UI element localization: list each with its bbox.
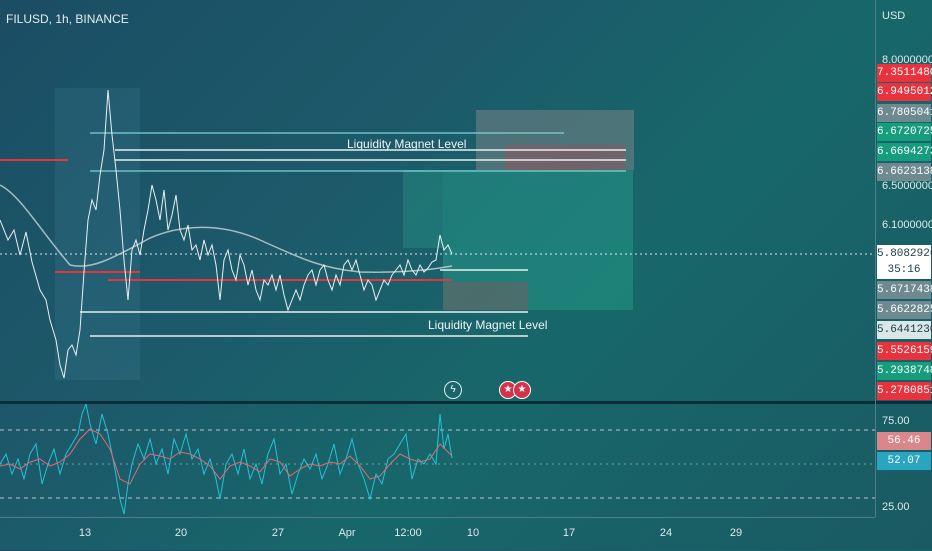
symbol-title[interactable]: FILUSD, 1h, BINANCE xyxy=(6,12,129,26)
price-tag: 6.6720725 xyxy=(877,123,932,141)
time-label: 27 xyxy=(271,527,285,539)
us-flag-icon[interactable]: ★ xyxy=(513,381,531,399)
price-tag: 5.5526159 xyxy=(877,342,932,360)
price-tag: 5.2780851 xyxy=(877,382,932,400)
moving-average-line xyxy=(0,184,453,273)
current-price-tag: 5.8082926 xyxy=(877,245,932,263)
price-tick: 6.5000000 xyxy=(882,180,932,192)
price-tag: 6.6694273 xyxy=(877,143,932,161)
lightning-icon[interactable]: ϟ xyxy=(444,381,462,399)
rsi-pane[interactable] xyxy=(0,404,875,517)
rsi-tag: 52.07 xyxy=(877,452,931,470)
price-tick: 8.0000000 xyxy=(882,54,932,66)
time-label: 29 xyxy=(729,527,743,539)
price-tag: 6.6623138 xyxy=(877,163,932,181)
liquidity-magnet-label-top[interactable]: Liquidity Magnet Level xyxy=(347,137,467,151)
price-tag: 5.6717438 xyxy=(877,281,932,299)
price-tag: 7.3511480 xyxy=(877,64,932,82)
time-label: 13 xyxy=(78,527,92,539)
rsi-tick: 25.00 xyxy=(882,501,910,513)
rsi-svg xyxy=(0,404,875,515)
loss-zone-red xyxy=(443,282,528,310)
rsi-tick: 75.00 xyxy=(882,415,910,427)
time-label: 20 xyxy=(174,527,188,539)
stop-zone-red xyxy=(505,145,625,170)
price-scale[interactable]: USD 8.0000000 6.5000000 6.1000000 7.3511… xyxy=(875,0,932,517)
time-label: 24 xyxy=(659,527,673,539)
time-axis[interactable]: 13 20 27 Apr 12:00 10 17 24 29 xyxy=(0,517,875,551)
price-chart-svg xyxy=(0,88,875,380)
time-label: 12:00 xyxy=(394,527,422,539)
price-tag: 6.9495012 xyxy=(877,83,932,101)
bar-countdown: 35:16 xyxy=(877,261,931,279)
time-label: 17 xyxy=(562,527,576,539)
currency-label: USD xyxy=(882,10,906,22)
price-tick: 6.1000000 xyxy=(882,219,932,231)
target-zone-green-left xyxy=(403,170,443,248)
price-chart-pane[interactable]: FILUSD, 1h, BINANCE Liquidity Magnet Lev… xyxy=(0,0,875,401)
price-tag: 5.2938748 xyxy=(877,362,932,380)
price-tag: 5.6441230 xyxy=(877,321,932,339)
price-tag: 6.7805041 xyxy=(877,104,932,122)
price-tag: 5.6622825 xyxy=(877,301,932,319)
target-zone-green xyxy=(443,170,633,310)
time-label: 10 xyxy=(466,527,480,539)
pane-divider[interactable] xyxy=(0,401,932,404)
liquidity-magnet-label-bottom[interactable]: Liquidity Magnet Level xyxy=(428,318,548,332)
time-label: Apr xyxy=(338,527,356,539)
rsi-tag: 56.46 xyxy=(877,432,931,450)
volume-profile-zone xyxy=(55,88,140,380)
